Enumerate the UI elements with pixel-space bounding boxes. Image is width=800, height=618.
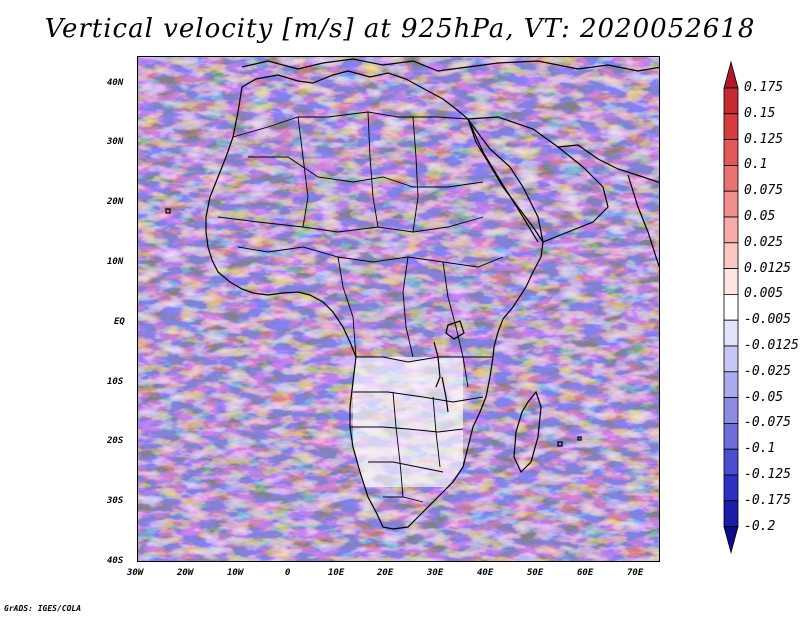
colorbar-label: 0.05 [744,209,776,224]
y-tick-label: 30N [107,137,124,147]
colorbar-label: 0.075 [744,183,784,199]
y-tick-label: EQ [114,317,125,327]
map-panel [137,56,660,562]
colorbar-bottom-arrow [723,526,739,555]
x-tick-label: 30E [427,568,444,578]
map-canvas [138,57,659,561]
colorbar-label: -0.125 [744,467,791,482]
coastlines [165,58,659,530]
x-tick-label: 10W [227,568,244,578]
x-tick-label: 30W [127,568,144,578]
colorbar-segment [723,397,739,424]
colorbar-segment [723,500,739,527]
x-tick-label: 20W [177,568,194,578]
colorbar-label: -0.075 [744,415,791,431]
colorbar-label: -0.175 [744,492,791,508]
colorbar-label: -0.005 [744,312,791,328]
country-borders [217,111,504,503]
colorbar-top-arrow [723,60,739,89]
colorbar-segment [723,371,739,398]
x-tick-label: 0 [285,568,291,578]
colorbar-label: -0.025 [744,363,791,379]
colorbar-label: -0.1 [744,441,776,457]
colorbar-segment [723,190,739,218]
colorbar-segment [723,242,739,270]
southern-africa-field [353,357,463,487]
colorbar-segment [723,165,739,192]
colorbar-segment [723,113,739,140]
colorbar-label: 0.025 [744,234,784,250]
colorbar-segment [723,422,739,450]
colorbar-label: 0.15 [744,105,776,121]
x-tick-label: 60E [577,568,594,578]
colorbar-segment [723,139,739,166]
grads-credit: GrADS: IGES/COLA [4,604,82,613]
x-tick-label: 10E [328,568,345,578]
colorbar-label: -0.0125 [744,338,799,353]
colorbar-label: -0.05 [744,389,784,405]
colorbar-label: 0.0125 [744,260,791,276]
y-tick-label: 30S [107,496,124,506]
x-tick-label: 20E [377,568,394,578]
y-tick-label: 40N [107,78,124,88]
y-tick-label: 10S [107,377,124,387]
colorbar-label: 0.175 [744,80,784,95]
colorbar-segment [723,448,739,476]
y-tick-label: 20N [107,197,124,207]
colorbar-label: 0.1 [744,157,768,173]
colorbar-segment [723,87,739,115]
great-lakes [433,320,465,413]
colorbar-label: -0.2 [744,518,776,534]
colorbar-segment [723,216,739,244]
colorbar-segment [723,474,739,502]
y-tick-label: 20S [107,436,124,446]
chart-title: Vertical velocity [m/s] at 925hPa, VT: 2… [44,14,756,44]
x-tick-label: 40E [477,568,494,578]
colorbar-segment [723,293,739,321]
colorbar-segment [723,319,739,347]
colorbar-label: 0.125 [744,131,784,147]
colorbar-segment [723,345,739,373]
colorbar-label: 0.005 [744,286,784,302]
x-tick-label: 50E [527,568,544,578]
y-tick-label: 10N [107,257,124,267]
colorbar-segment [723,268,739,295]
colorbar [723,60,739,555]
x-tick-label: 70E [627,568,644,578]
y-tick-label: 40S [107,556,124,566]
